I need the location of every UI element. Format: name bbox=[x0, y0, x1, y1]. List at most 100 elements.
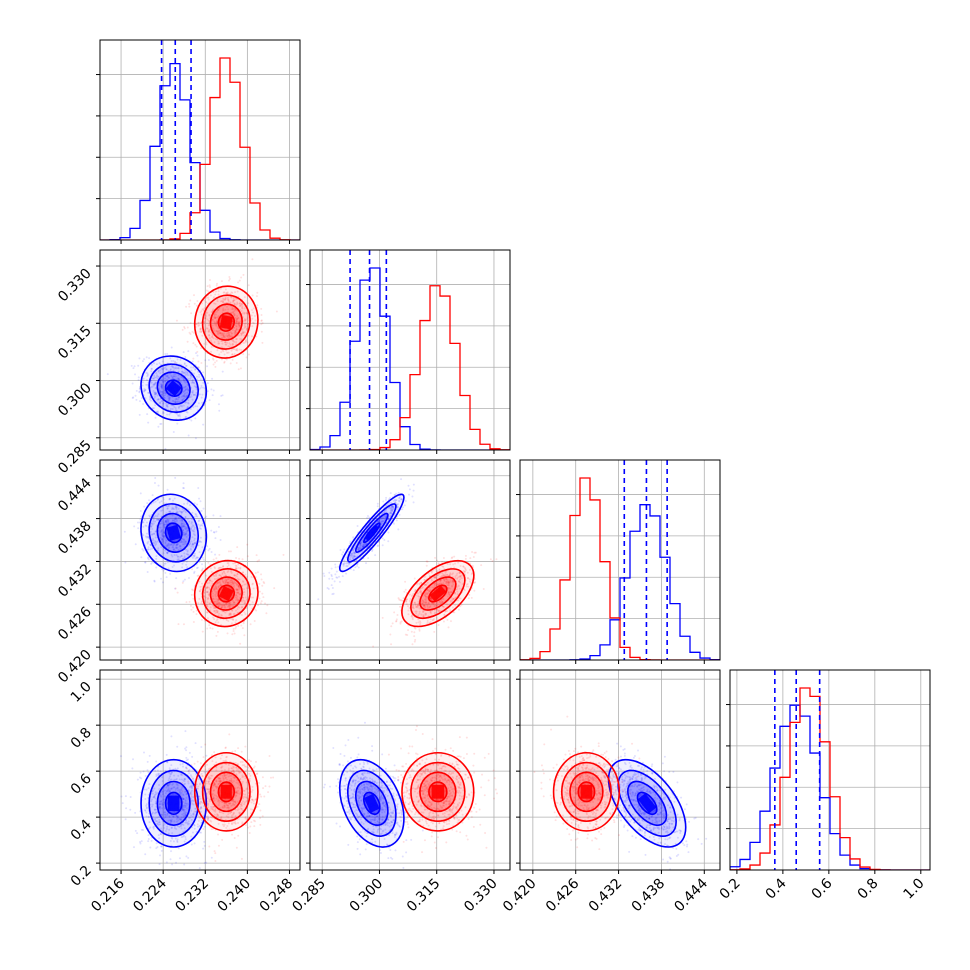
sample-point bbox=[352, 569, 355, 572]
sample-point bbox=[183, 525, 186, 528]
sample-point bbox=[358, 543, 361, 546]
sample-point bbox=[234, 330, 237, 333]
sample-point bbox=[174, 366, 177, 369]
histogram-blue bbox=[100, 63, 300, 240]
sample-point bbox=[236, 322, 239, 325]
sample-point bbox=[186, 372, 189, 375]
sample-point bbox=[422, 599, 425, 602]
sample-point bbox=[163, 562, 166, 565]
sample-point bbox=[214, 621, 217, 624]
sample-point bbox=[355, 559, 358, 562]
sample-point bbox=[157, 772, 160, 775]
sample-point bbox=[198, 551, 201, 554]
sample-point bbox=[213, 588, 216, 591]
sample-point bbox=[232, 299, 235, 302]
sample-point bbox=[446, 610, 449, 613]
sample-point bbox=[151, 547, 154, 550]
sample-point bbox=[159, 794, 162, 797]
sample-point bbox=[445, 570, 448, 573]
sample-point bbox=[146, 375, 149, 378]
sample-point bbox=[158, 783, 161, 786]
sample-point bbox=[233, 612, 236, 615]
sample-point bbox=[446, 562, 449, 565]
sample-point bbox=[129, 795, 132, 798]
sample-point bbox=[183, 543, 186, 546]
sample-point bbox=[177, 516, 180, 519]
sample-point bbox=[232, 338, 235, 341]
sample-point bbox=[391, 622, 394, 625]
sample-point bbox=[230, 296, 233, 299]
sample-point bbox=[157, 518, 160, 521]
sample-point bbox=[431, 618, 434, 621]
sample-point bbox=[216, 618, 219, 621]
sample-point bbox=[181, 519, 184, 522]
sample-point bbox=[418, 620, 421, 623]
sample-point bbox=[139, 771, 142, 774]
sample-point bbox=[390, 511, 393, 514]
sample-point bbox=[205, 770, 208, 773]
sample-point bbox=[170, 820, 173, 823]
sample-point bbox=[175, 511, 178, 514]
sample-point bbox=[221, 578, 224, 581]
sample-point bbox=[233, 299, 236, 302]
sample-point bbox=[183, 371, 186, 374]
sample-point bbox=[216, 602, 219, 605]
sample-point bbox=[244, 339, 247, 342]
sample-point bbox=[121, 802, 124, 805]
sample-point bbox=[152, 389, 155, 392]
sample-point bbox=[226, 335, 229, 338]
sample-point bbox=[183, 810, 186, 813]
sample-point bbox=[244, 601, 247, 604]
sample-point bbox=[399, 599, 402, 602]
sample-point bbox=[353, 554, 356, 557]
sample-point bbox=[213, 584, 216, 587]
sample-point bbox=[212, 598, 215, 601]
sample-point bbox=[181, 405, 184, 408]
sample-point bbox=[177, 555, 180, 558]
contour-2-sigma bbox=[217, 312, 236, 332]
sample-point bbox=[175, 518, 178, 521]
sample-point bbox=[200, 569, 203, 572]
sample-point bbox=[243, 326, 246, 329]
sample-point bbox=[260, 330, 263, 333]
sample-point bbox=[200, 745, 203, 748]
sample-point bbox=[211, 319, 214, 322]
sample-point bbox=[200, 330, 203, 333]
sample-point bbox=[471, 550, 474, 553]
sample-point bbox=[427, 589, 430, 592]
sample-point bbox=[213, 322, 216, 325]
sample-point bbox=[170, 543, 173, 546]
sample-point bbox=[352, 554, 355, 557]
sample-point bbox=[163, 523, 166, 526]
sample-point bbox=[153, 374, 156, 377]
sample-point bbox=[210, 529, 213, 532]
sample-point bbox=[172, 507, 175, 510]
sample-point bbox=[144, 524, 147, 527]
sample-point bbox=[180, 367, 183, 370]
sample-point bbox=[188, 786, 191, 789]
sample-point bbox=[171, 399, 174, 402]
sample-point bbox=[144, 561, 147, 564]
sample-point bbox=[352, 555, 355, 558]
sample-point bbox=[159, 854, 162, 857]
sample-point bbox=[178, 405, 181, 408]
sample-point bbox=[181, 813, 184, 816]
sample-point bbox=[409, 598, 412, 601]
sample-point bbox=[168, 546, 171, 549]
sample-point bbox=[178, 545, 181, 548]
sample-point bbox=[442, 574, 445, 577]
sample-point bbox=[430, 571, 433, 574]
sample-point bbox=[208, 624, 211, 627]
sample-point bbox=[214, 585, 217, 588]
sample-point bbox=[174, 587, 177, 590]
sample-point bbox=[212, 363, 215, 366]
sample-point bbox=[215, 284, 218, 287]
sample-point bbox=[154, 393, 157, 396]
sample-point bbox=[466, 571, 469, 574]
sample-point bbox=[444, 610, 447, 613]
sample-point bbox=[161, 802, 164, 805]
sample-point bbox=[210, 580, 213, 583]
sample-point bbox=[205, 343, 208, 346]
sample-point bbox=[152, 377, 155, 380]
